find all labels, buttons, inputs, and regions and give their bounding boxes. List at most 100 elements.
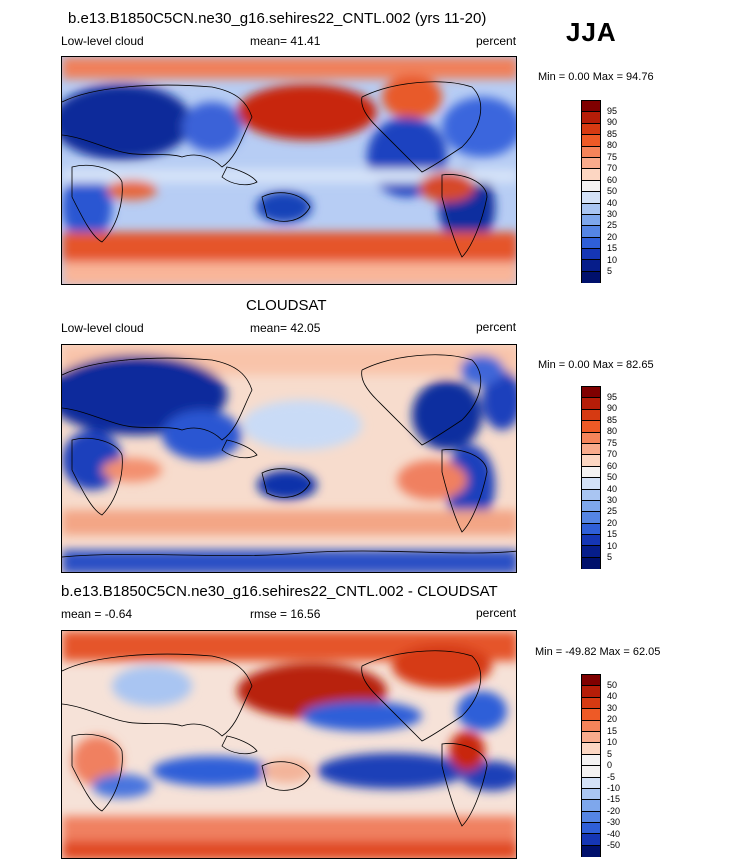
field-blob [457,691,507,731]
panel-difference-units-label: percent [476,606,517,620]
colorbar-label: 10 [607,255,618,265]
colorbar-label: 85 [607,129,618,139]
panel-model-units-label: percent [476,34,517,48]
panel-difference-map-svg [62,631,516,858]
field-blob [107,180,157,200]
field-blob [445,445,495,525]
field-blob [460,355,504,385]
field-blob [382,75,442,119]
panel-difference-mean-label: mean = -0.64 [61,607,133,621]
colorbar-label: 85 [607,415,618,425]
colorbar-label: 25 [607,220,618,230]
colorbar-cell [582,421,600,433]
colorbar-cell [582,697,600,710]
colorbar-cell [582,845,600,858]
colorbar-cell [582,766,600,778]
panel-cloudsat-variable-label: Low-level cloud [61,321,144,335]
panel-model-title: b.e13.B1850C5CN.ne30_g16.sehires22_CNTL.… [68,10,487,27]
colorbar-label: -10 [607,783,621,793]
colorbar-cell [582,180,600,193]
colorbar-cell [582,500,600,513]
colorbar-label: 5 [607,266,613,276]
field-blob [392,644,492,688]
panel-model-minmax: Min = 0.00 Max = 94.76 [538,71,654,83]
colorbar-cell [582,512,600,524]
colorbar-cell [582,112,600,124]
colorbar-cell [582,214,600,227]
colorbar-label: 40 [607,198,618,208]
colorbar-cell [582,686,600,698]
field-blob [62,84,192,160]
colorbar-cell [582,157,600,170]
colorbar-cell [582,523,600,536]
season-label: JJA [566,17,617,47]
panel-difference-minmax: Min = -49.82 Max = 62.05 [535,646,661,658]
panel-difference-colorbar [581,674,601,858]
field-blob [62,232,516,262]
field-blob [442,97,516,157]
field-blob [62,172,112,242]
colorbar-label: -5 [607,772,616,782]
colorbar-label: 95 [607,106,618,116]
field-blob [449,731,485,771]
panel-cloudsat-coastlines [62,354,516,558]
field-blob [397,460,467,500]
panel-model-coastlines [62,81,488,258]
colorbar-label: 40 [607,691,618,701]
field-blob [62,169,516,183]
colorbar-cell [582,101,600,113]
colorbar-label: -50 [607,840,621,850]
panel-cloudsat-minmax: Min = 0.00 Max = 82.65 [538,359,654,371]
colorbar-cell [582,169,600,181]
colorbar-cell [582,466,600,479]
colorbar-cell [582,535,600,547]
colorbar-cell [582,398,600,410]
field-blob [237,84,377,140]
colorbar-label: 30 [607,209,618,219]
colorbar-label: -40 [607,829,621,839]
colorbar-label: 20 [607,518,618,528]
colorbar-label: 30 [607,703,618,713]
colorbar-label: 95 [607,392,618,402]
colorbar-cell [582,203,600,215]
field-blob [62,510,516,535]
colorbar-label: 20 [607,232,618,242]
colorbar-cell [582,731,600,744]
field-blob [412,380,482,450]
colorbar-label: 50 [607,680,618,690]
colorbar-cell [582,271,600,284]
colorbar-label: 15 [607,243,618,253]
colorbar-cell [582,432,600,444]
field-blob [62,262,516,284]
colorbar-label: 15 [607,726,618,736]
colorbar-label: 80 [607,426,618,436]
colorbar-cell [582,226,600,238]
colorbar-label: 80 [607,140,618,150]
colorbar-label: -30 [607,817,621,827]
colorbar-label: 90 [607,403,618,413]
panel-cloudsat-mean-label: mean= 42.05 [250,321,321,335]
panel-cloudsat-units-label: percent [476,320,517,334]
colorbar-label: 75 [607,438,618,448]
colorbar-cell [582,123,600,136]
colorbar-cell [582,146,600,158]
panel-cloudsat-title: CLOUDSAT [246,297,327,314]
field-blob [152,756,272,786]
colorbar-cell [582,387,600,399]
field-blob [262,759,312,783]
panel-model-variable-label: Low-level cloud [61,34,144,48]
colorbar-label: 5 [607,552,613,562]
colorbar-label: 0 [607,760,613,770]
panel-difference-title: b.e13.B1850C5CN.ne30_g16.sehires22_CNTL.… [61,583,498,600]
field-blob [257,470,317,500]
panel-model-map-svg [62,57,516,284]
colorbar-label: 40 [607,484,618,494]
colorbar-label: 70 [607,163,618,173]
colorbar-cell [582,409,600,422]
colorbar-cell [582,823,600,835]
colorbar-label: 90 [607,117,618,127]
colorbar-label: 75 [607,152,618,162]
colorbar-label: 30 [607,495,618,505]
panel-difference-coastlines [62,650,488,827]
colorbar-cell [582,720,600,732]
